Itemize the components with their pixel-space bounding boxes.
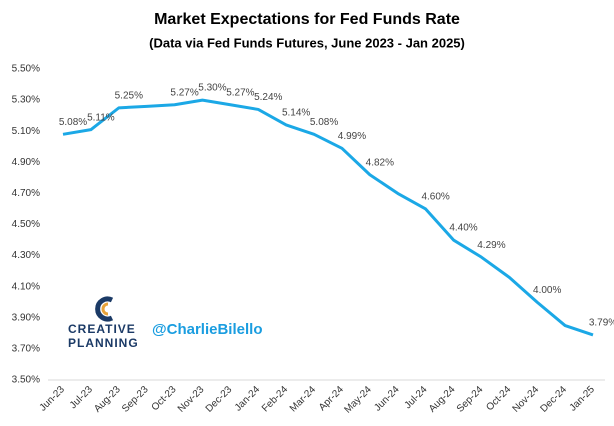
x-tick-label: Jan-25 [568,384,598,414]
x-tick-label: Jan-24 [233,384,263,414]
x-tick-label: Mar-24 [288,384,318,414]
handle: @CharlieBilello [152,321,263,338]
y-tick-label: 4.70% [12,188,40,199]
chart-title: Market Expectations for Fed Funds Rate [154,11,460,28]
y-tick-label: 3.50% [12,375,40,386]
x-tick-label: Oct-24 [484,384,513,413]
logo-icon-inner [101,302,109,316]
data-label: 5.08% [310,117,338,128]
x-tick-label: Sep-23 [120,384,151,415]
data-label: 5.30% [198,83,226,94]
x-tick-label: Aug-24 [427,384,458,415]
y-tick-label: 3.70% [12,344,40,355]
x-tick-label: Nov-23 [176,384,207,415]
data-label: 5.14% [282,108,310,119]
data-label: 5.24% [254,92,282,103]
y-tick-label: 5.30% [12,95,40,106]
data-label: 5.25% [115,91,143,102]
y-tick-label: 4.90% [12,157,40,168]
x-tick-label: Nov-24 [511,384,542,415]
data-label: 4.82% [366,157,394,168]
logo-text: PLANNING [68,336,139,350]
data-label: 4.40% [449,223,477,234]
data-label: 4.60% [421,192,449,203]
x-tick-label: Feb-24 [260,384,290,414]
data-label: 4.00% [533,285,561,296]
x-tick-label: Aug-23 [92,384,123,415]
data-label: 3.79% [589,318,614,329]
logo [95,296,114,322]
x-tick-label: Jun-23 [38,384,68,414]
y-tick-label: 5.10% [12,126,40,137]
y-tick-label: 4.50% [12,219,40,230]
x-tick-label: Sep-24 [455,384,486,415]
y-tick-label: 5.50% [12,64,40,75]
x-tick-label: Jun-24 [372,384,402,414]
y-tick-label: 4.30% [12,250,40,261]
x-tick-label: Dec-23 [204,384,235,415]
chart-subtitle: (Data via Fed Funds Futures, June 2023 -… [149,35,465,50]
logo-icon [95,296,114,322]
data-label: 5.08% [59,117,87,128]
data-label: 5.27% [226,87,254,98]
x-tick-label: May-24 [342,384,374,416]
data-label: 5.27% [170,87,198,98]
x-tick-label: Apr-24 [317,384,346,413]
logo-text: CREATIVE [68,322,136,336]
x-tick-label: Dec-24 [539,384,570,415]
data-label: 4.99% [338,131,366,142]
series-line [62,98,594,337]
x-tick-label: Oct-23 [150,384,179,413]
y-tick-label: 3.90% [12,312,40,323]
data-label: 5.11% [87,112,115,123]
data-label: 4.29% [477,240,505,251]
y-tick-label: 4.10% [12,281,40,292]
